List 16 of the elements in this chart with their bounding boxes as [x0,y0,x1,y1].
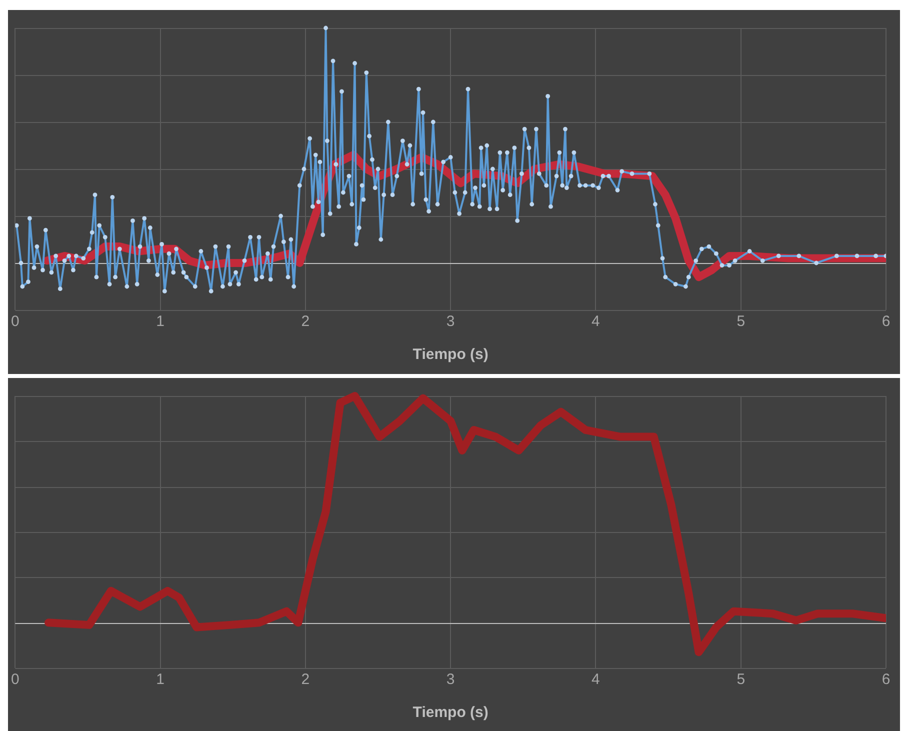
x-tick-label: 4 [592,671,600,688]
x-tick-label: 2 [301,671,310,688]
x-tick-label: 5 [736,671,746,688]
x-tick-label: 4 [592,313,600,330]
x-tick-label: 3 [446,671,455,688]
x-tick-label: 0 [11,671,20,688]
x-tick-label: 1 [156,671,164,688]
x-axis-title: Tiempo (s) [412,346,488,364]
x-tick-label: 2 [301,313,310,330]
x-tick-label: 3 [446,313,455,330]
x-tick-label: 6 [882,313,890,330]
x-tick-label: 5 [736,313,746,330]
x-tick-label: 1 [156,313,164,330]
x-axis-title: Tiempo (s) [412,704,488,722]
x-tick-label: 6 [882,671,890,688]
x-tick-label: 0 [11,313,20,330]
